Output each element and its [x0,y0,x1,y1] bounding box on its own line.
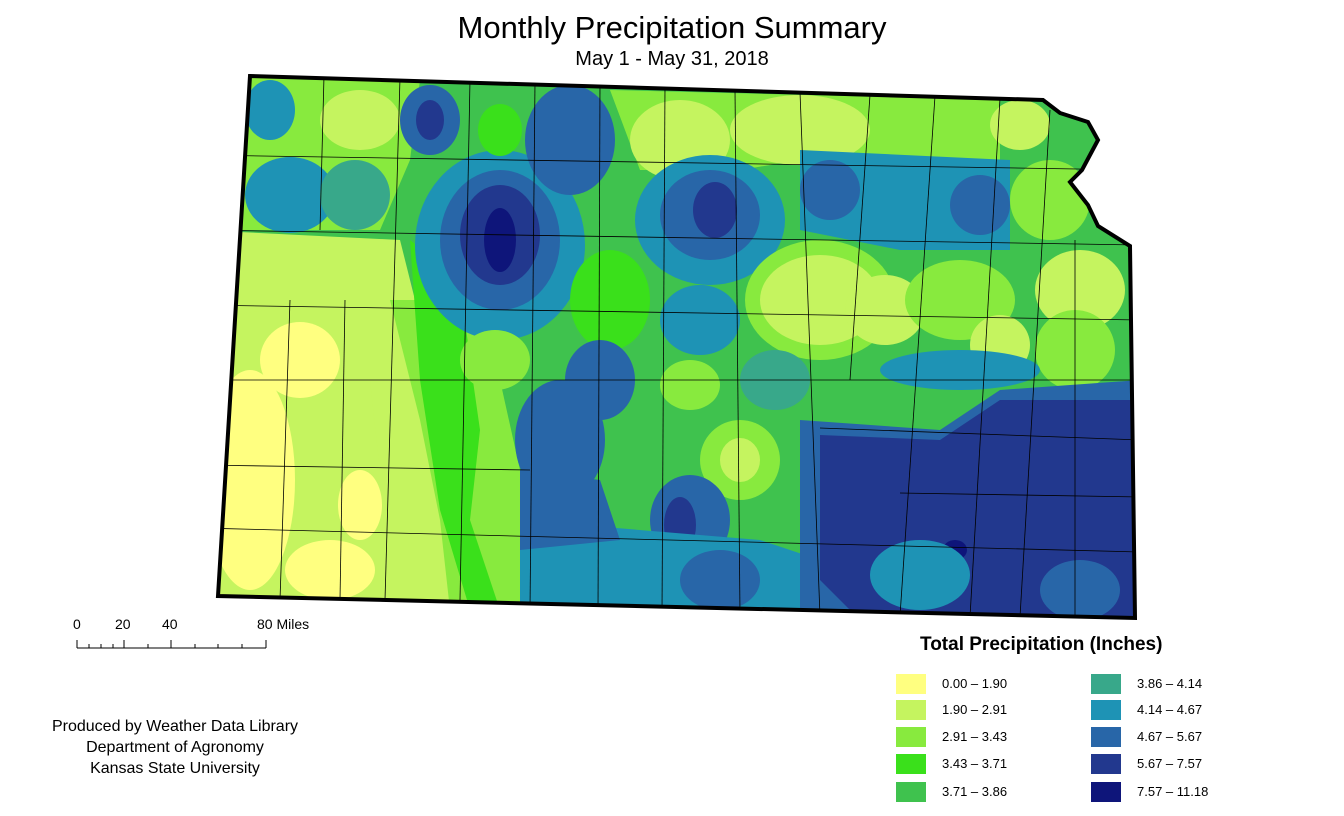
credit-line: Produced by Weather Data Library [51,718,299,735]
legend-swatch [896,700,926,720]
scale-label-80-miles: 80 Miles [257,616,310,632]
legend-swatch [1091,727,1121,747]
map-subtitle: May 1 - May 31, 2018 [575,48,769,70]
legend-swatch [1091,782,1121,802]
credit-line: Kansas State University [90,760,260,777]
credit-line: Department of Agronomy [86,739,264,756]
legend-swatch [1091,674,1121,694]
legend-label: 0.00 – 1.90 [942,676,1008,691]
legend-title: Total Precipitation (Inches) [920,634,1163,655]
precipitation-field [218,76,1135,618]
legend-swatch [896,674,926,694]
legend-label: 7.57 – 11.18 [1137,784,1209,799]
legend-label: 5.67 – 7.57 [1137,756,1203,771]
legend-swatch [896,782,926,802]
county-lines [218,76,1135,618]
scale-bar [76,640,267,649]
legend-label: 1.90 – 2.91 [942,702,1008,717]
legend-swatch [1091,754,1121,774]
legend-label: 3.43 – 3.71 [942,756,1008,771]
map-title: Monthly Precipitation Summary [457,10,887,45]
legend-label: 3.86 – 4.14 [1137,676,1203,691]
scale-label-40: 40 [162,616,178,632]
legend-label: 4.67 – 5.67 [1137,729,1203,744]
kansas-state-boundary [215,73,1138,621]
legend-swatch [896,754,926,774]
legend-label: 3.71 – 3.86 [942,784,1008,799]
legend-label: 4.14 – 4.67 [1137,702,1203,717]
scale-labels: 0 20 40 80 Miles [60,612,360,662]
scale-label-20: 20 [115,616,131,632]
legend-swatch [1091,700,1121,720]
credit-block: Produced by Weather Data Library Departm… [20,716,330,779]
legend-label: 2.91 – 3.43 [942,729,1008,744]
scale-label-0: 0 [73,616,81,632]
legend-swatch [896,727,926,747]
